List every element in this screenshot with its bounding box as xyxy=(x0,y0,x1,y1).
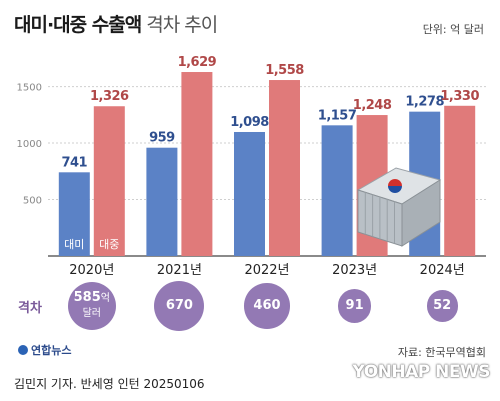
x-tick-label: 2020년 xyxy=(69,263,114,278)
x-tick-label: 2021년 xyxy=(157,263,202,278)
bar-usa-value-label: 1,157 xyxy=(318,108,357,123)
gap-label: 격차 xyxy=(18,301,42,316)
gap-value-with-unit: 585억 달러 xyxy=(68,289,116,321)
bar-china xyxy=(93,106,125,257)
gap-value: 670 xyxy=(165,298,193,313)
gap-unit: 억 달러 xyxy=(82,292,110,319)
gap-bubble: 670 xyxy=(154,281,205,331)
y-tick-label: 1500 xyxy=(17,83,42,94)
gap-bubble: 52 xyxy=(426,290,458,322)
title-light: 격차 추이 xyxy=(146,14,218,36)
chart-title: 대미·대중 수출액 격차 추이 xyxy=(14,10,218,37)
container-right-face xyxy=(401,179,441,247)
logo-text: 연합뉴스 xyxy=(31,344,72,357)
x-tick-label: 2022년 xyxy=(244,263,289,278)
bar-usa-value-label: 1,278 xyxy=(405,95,444,110)
credit-line: 김민지 기자. 반세영 인턴 20250106 xyxy=(14,377,205,391)
bar-china-value-label: 1,629 xyxy=(178,55,217,70)
unit-label: 단위: 억 달러 xyxy=(422,23,484,36)
x-tick-label: 2023년 xyxy=(332,263,377,278)
bar-usa xyxy=(146,147,178,256)
flag-red-half xyxy=(388,179,402,186)
gap-value: 460 xyxy=(253,297,281,313)
y-tick-label: 1000 xyxy=(17,139,42,150)
gap-value: 585 xyxy=(73,289,101,305)
y-tick-label: 500 xyxy=(23,196,42,207)
bar-usa xyxy=(234,131,265,256)
shipping-container-illustration xyxy=(356,167,442,247)
bar-usa xyxy=(321,125,353,256)
bar-china xyxy=(444,105,476,256)
bar-usa xyxy=(58,172,90,256)
flag-blue-half xyxy=(388,186,402,193)
bar-usa-value-label: 741 xyxy=(61,155,87,170)
gap-value: 52 xyxy=(433,297,452,313)
gap-bubble: 585억 달러 xyxy=(67,281,116,331)
yonhap-logo: 연합뉴스 xyxy=(18,342,71,358)
yonhap-logo-icon xyxy=(18,345,28,355)
legend-usa-label: 대미 xyxy=(64,238,84,251)
title-bold: 대미·대중 수출액 xyxy=(14,14,142,36)
legend-china-label: 대중 xyxy=(99,238,119,251)
watermark: YONHAP NEWS xyxy=(352,362,491,382)
bar-usa-value-label: 959 xyxy=(149,131,175,146)
bar-usa-value-label: 1,098 xyxy=(230,115,269,130)
bar-china-value-label: 1,558 xyxy=(265,63,304,78)
bar-china-value-label: 1,330 xyxy=(440,89,479,104)
gap-bubble: 460 xyxy=(244,283,290,329)
bar-china-value-label: 1,248 xyxy=(353,98,392,113)
bar-china-value-label: 1,326 xyxy=(90,89,129,104)
bar-china xyxy=(269,80,300,256)
gap-value: 91 xyxy=(345,297,364,313)
bar-china xyxy=(181,72,213,256)
source-label: 자료: 한국무역협회 xyxy=(397,346,486,359)
x-tick-label: 2024년 xyxy=(420,263,465,278)
gap-bubble: 91 xyxy=(337,289,372,323)
bar-chart: 500 1000 1500 741 1,326 2020년 대미 대중 959 1,629 2021… xyxy=(17,55,486,278)
